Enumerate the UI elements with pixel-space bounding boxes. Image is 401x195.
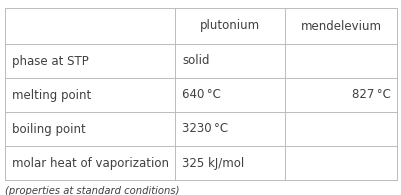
Text: 640 °C: 640 °C — [182, 89, 220, 102]
Text: 827 °C: 827 °C — [351, 89, 390, 102]
Text: solid: solid — [182, 54, 209, 67]
Text: 325 kJ/mol: 325 kJ/mol — [182, 157, 244, 169]
Text: boiling point: boiling point — [12, 122, 85, 136]
Text: 3230 °C: 3230 °C — [182, 122, 227, 136]
Text: (properties at standard conditions): (properties at standard conditions) — [5, 186, 179, 195]
Text: mendelevium: mendelevium — [300, 20, 381, 33]
Text: molar heat of vaporization: molar heat of vaporization — [12, 157, 168, 169]
Text: melting point: melting point — [12, 89, 91, 102]
Bar — [5, 8, 396, 180]
Text: plutonium: plutonium — [199, 20, 259, 33]
Text: phase at STP: phase at STP — [12, 54, 89, 67]
